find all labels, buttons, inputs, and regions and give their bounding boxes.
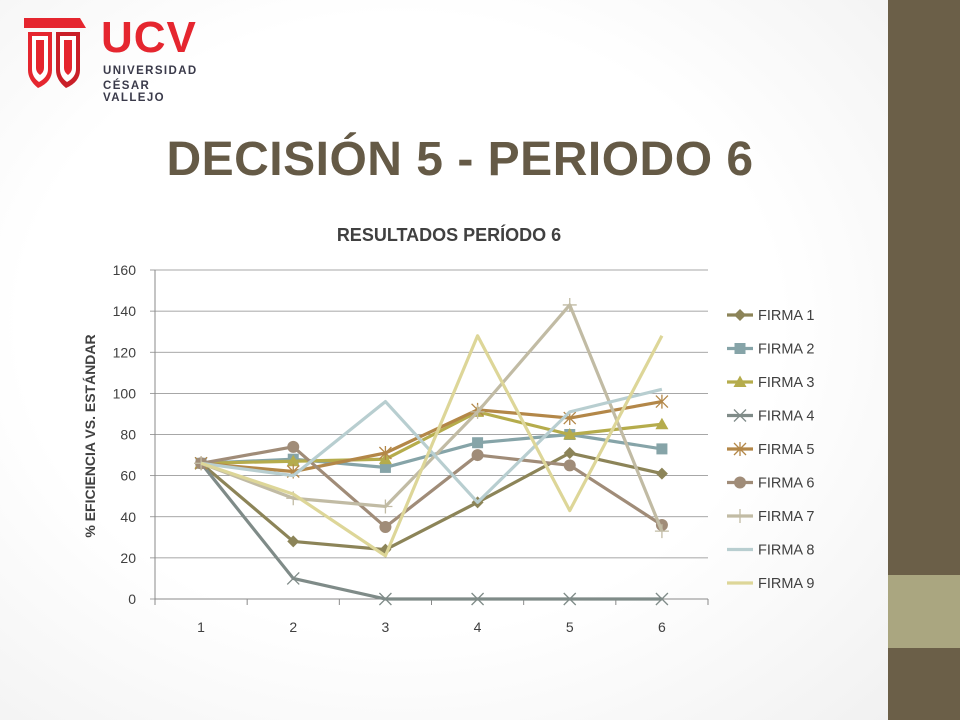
legend-label: FIRMA 6 bbox=[758, 476, 814, 492]
series-line bbox=[200, 451, 663, 552]
data-point bbox=[734, 343, 746, 354]
data-point bbox=[378, 446, 392, 461]
data-point bbox=[471, 449, 484, 462]
legend-item: FIRMA 5 bbox=[727, 442, 814, 458]
series-firma-8 bbox=[200, 387, 663, 504]
data-point bbox=[378, 499, 393, 514]
x-tick-label: 1 bbox=[197, 619, 205, 635]
data-point bbox=[563, 428, 577, 440]
data-point bbox=[563, 459, 576, 472]
data-point bbox=[378, 592, 392, 606]
data-point bbox=[656, 443, 668, 455]
x-tick-label: 4 bbox=[474, 619, 482, 635]
series-line bbox=[201, 432, 663, 469]
legend-label: FIRMA 4 bbox=[758, 409, 814, 425]
legend-item: FIRMA 6 bbox=[727, 476, 814, 492]
y-tick-label: 100 bbox=[113, 385, 137, 401]
y-tick-label: 0 bbox=[128, 591, 136, 607]
series-line bbox=[200, 387, 663, 504]
series-firma-9 bbox=[200, 334, 664, 558]
legend-item: FIRMA 9 bbox=[727, 576, 814, 592]
legend-label: FIRMA 2 bbox=[758, 342, 814, 358]
data-point bbox=[733, 509, 747, 523]
legend-item: FIRMA 2 bbox=[727, 342, 814, 358]
slide-title: DECISIÓN 5 - PERIODO 6 bbox=[166, 133, 754, 186]
y-axis-label: % EFICIENCIA VS. ESTÁNDAR bbox=[82, 334, 98, 537]
data-point bbox=[563, 592, 577, 606]
x-tick-label: 6 bbox=[658, 619, 666, 635]
y-tick-label: 20 bbox=[120, 550, 136, 566]
logo-emblem-icon bbox=[24, 18, 86, 88]
y-tick-label: 160 bbox=[113, 262, 137, 278]
legend-label: FIRMA 3 bbox=[758, 375, 814, 391]
data-point bbox=[287, 440, 300, 453]
legend-label: FIRMA 1 bbox=[758, 308, 814, 324]
legend-item: FIRMA 1 bbox=[727, 308, 814, 324]
data-point bbox=[471, 592, 485, 606]
legend-item: FIRMA 8 bbox=[727, 543, 814, 559]
series-line bbox=[200, 400, 663, 474]
series-line bbox=[200, 334, 664, 558]
legend-item: FIRMA 7 bbox=[727, 509, 814, 525]
y-tick-label: 120 bbox=[113, 344, 137, 360]
legend-item: FIRMA 4 bbox=[727, 409, 814, 425]
legend-label: FIRMA 9 bbox=[758, 576, 814, 592]
data-point bbox=[734, 309, 746, 321]
legend-label: FIRMA 7 bbox=[758, 509, 814, 525]
legend-label: FIRMA 5 bbox=[758, 442, 814, 458]
data-point bbox=[733, 409, 747, 422]
data-point bbox=[734, 476, 746, 489]
data-point bbox=[655, 394, 669, 409]
series-line bbox=[200, 445, 663, 529]
logo-wordmark: UCV bbox=[101, 13, 197, 62]
data-point bbox=[655, 417, 669, 430]
series-firma-7 bbox=[194, 297, 669, 539]
x-tick-label: 2 bbox=[289, 619, 297, 635]
data-point bbox=[562, 297, 577, 312]
data-point bbox=[563, 447, 576, 460]
data-point bbox=[654, 524, 669, 539]
series-firma-4 bbox=[194, 456, 669, 606]
x-tick-label: 3 bbox=[382, 619, 390, 635]
data-point bbox=[733, 442, 747, 456]
logo-line-1: UNIVERSIDAD bbox=[103, 65, 198, 77]
legend-item: FIRMA 3 bbox=[727, 375, 814, 391]
data-point bbox=[286, 454, 300, 467]
x-tick-label: 5 bbox=[566, 619, 574, 635]
data-point bbox=[379, 521, 392, 534]
series-line bbox=[201, 410, 663, 465]
chart-title: RESULTADOS PERÍODO 6 bbox=[337, 224, 561, 245]
y-tick-label: 40 bbox=[120, 509, 136, 525]
y-tick-label: 140 bbox=[113, 303, 137, 319]
data-point bbox=[286, 571, 300, 585]
side-bar-accent bbox=[888, 575, 960, 648]
y-tick-label: 80 bbox=[120, 427, 136, 443]
data-point bbox=[287, 535, 300, 548]
series-line bbox=[199, 462, 662, 601]
data-point bbox=[655, 467, 668, 480]
data-point bbox=[379, 461, 391, 473]
data-point bbox=[655, 592, 669, 606]
data-point bbox=[470, 404, 485, 419]
line-chart: RESULTADOS PERÍODO 6 % EFICIENCIA VS. ES… bbox=[82, 224, 814, 635]
legend-label: FIRMA 8 bbox=[758, 543, 814, 559]
university-logo: UCV UNIVERSIDAD CÉSAR VALLEJO bbox=[22, 13, 202, 104]
series-line bbox=[200, 303, 664, 532]
y-tick-label: 60 bbox=[120, 468, 136, 484]
data-point bbox=[733, 375, 747, 387]
data-point bbox=[472, 437, 484, 449]
logo-line-2: CÉSAR VALLEJO bbox=[103, 80, 165, 104]
